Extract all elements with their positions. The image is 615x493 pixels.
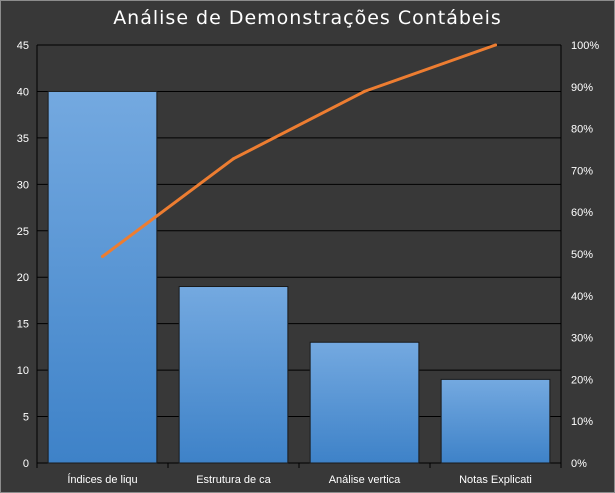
cumulative-line [101,43,497,259]
right-tick-label: 20% [571,374,593,386]
left-tick-label: 10 [17,365,29,377]
bar-series [47,90,551,464]
left-tick-label: 30 [17,179,29,191]
left-tick-label: 15 [17,319,29,331]
right-tick-label: 80% [571,124,593,136]
category-label: Notas Explicati [459,474,532,486]
right-axis: 0% 10% 20% 30% 40% 50% 60% 70% 80% 90% 100% [571,40,599,470]
right-tick-label: 40% [571,291,593,303]
left-tick-label: 45 [17,40,29,52]
left-tick-label: 25 [17,226,29,238]
left-tick-label: 35 [17,133,29,145]
right-tick-label: 70% [571,165,593,177]
line-point [363,89,366,93]
right-tick-label: 50% [571,249,593,261]
bar [440,378,551,464]
chart-title: Análise de Demonstrações Contábeis [113,7,502,29]
right-tick-label: 30% [571,333,593,345]
right-tick-label: 10% [571,416,593,428]
cumulative-line-series [101,43,497,259]
line-point [494,43,497,47]
category-axis: Índices de liqu Estrutura de ca Análise ve… [67,473,532,486]
left-tick-label: 5 [23,412,29,424]
bar [309,341,420,464]
right-tick-label: 60% [571,207,593,219]
left-axis: 0 5 10 15 20 25 30 35 40 45 [17,40,29,470]
category-label: Análise vertica [329,474,401,486]
right-tick-label: 0% [571,458,587,470]
category-label: Estrutura de ca [196,474,271,486]
bar [47,90,158,464]
left-tick-label: 0 [23,458,29,470]
line-point [101,255,104,259]
bar [178,286,289,464]
left-tick-label: 40 [17,86,29,98]
line-point [232,157,235,161]
category-label: Índices de liqu [67,473,137,486]
left-tick-label: 20 [17,272,29,284]
right-tick-label: 90% [571,82,593,94]
right-tick-label: 100% [571,40,599,52]
